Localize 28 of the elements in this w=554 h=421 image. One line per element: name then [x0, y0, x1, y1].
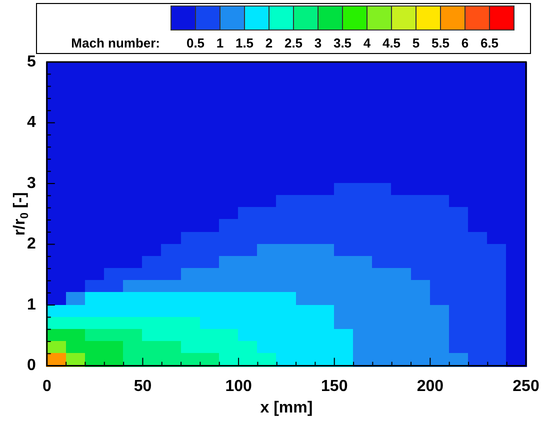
- y-tick-label: 0: [26, 357, 36, 374]
- y-tick-label: 1: [26, 296, 36, 314]
- color-bar-label: 1.5: [235, 36, 254, 51]
- color-bar-label: 1: [216, 36, 224, 51]
- color-bar-label: 6.5: [480, 36, 499, 51]
- color-bar-label: 2: [265, 36, 273, 51]
- color-bar-label: 3: [314, 36, 322, 51]
- x-tick-label: 200: [416, 378, 444, 395]
- color-bar-label: 4.5: [382, 36, 401, 51]
- color-bar-label: 6: [461, 36, 469, 51]
- y-tick-label: 5: [26, 53, 36, 70]
- color-bar-label: 2.5: [284, 36, 303, 51]
- color-bar-label: 5: [412, 36, 420, 51]
- color-bar-label: 0.5: [186, 36, 205, 51]
- x-tick-label: 0: [42, 378, 52, 395]
- y-axis-title: r/r0 [-]: [11, 192, 31, 236]
- x-axis-title: x [mm]: [260, 399, 313, 416]
- color-bar-label: 5.5: [431, 36, 450, 51]
- x-tick-label: 250: [512, 378, 540, 395]
- x-tick-label: 100: [225, 378, 252, 395]
- y-tick-label: 4: [26, 114, 36, 132]
- x-tick-label: 50: [134, 378, 152, 395]
- x-tick-label: 150: [321, 378, 348, 395]
- y-tick-label: 2: [26, 236, 36, 253]
- color-bar-title: Mach number:: [71, 36, 160, 51]
- color-bar-label: 4: [363, 36, 372, 51]
- color-bar-label: 3.5: [333, 36, 352, 51]
- y-tick-label: 3: [26, 174, 36, 192]
